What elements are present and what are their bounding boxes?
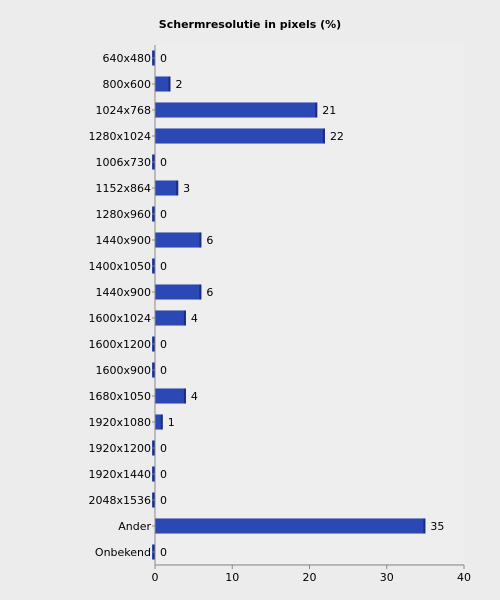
bar [155,232,202,248]
value-label: 0 [160,156,167,169]
category-label: 1400x1050 [89,260,152,273]
value-label: 1 [168,416,175,429]
bar [155,102,318,118]
value-label: 0 [160,494,167,507]
value-label: 6 [206,286,213,299]
grid-lines [155,45,464,565]
value-label: 0 [160,546,167,559]
bar-edge [168,76,171,92]
chart-title: Schermresolutie in pixels (%) [159,18,341,31]
bar-edge [199,284,202,300]
category-label: 1680x1050 [89,390,152,403]
bar-edge [183,388,186,404]
category-label: Onbekend [95,546,151,559]
bar [155,310,186,326]
value-label: 3 [183,182,190,195]
x-tick-labels: 0 10 20 30 40 [152,571,472,584]
x-tick-label: 40 [457,571,471,584]
plot-area [155,45,464,565]
value-label: 0 [160,208,167,221]
value-label: 0 [160,468,167,481]
category-label: 1920x1080 [89,416,152,429]
value-label: 22 [330,130,344,143]
category-label: 640x480 [102,52,151,65]
category-label: 1152x864 [96,182,152,195]
category-labels: 640x480 800x600 1024x768 1280x1024 1006x730 1… [89,52,152,559]
category-label: 1920x1440 [89,468,152,481]
value-label: 0 [160,260,167,273]
category-label: 800x600 [102,78,151,91]
category-label: 1600x1200 [89,338,152,351]
bar-edge [176,180,179,196]
category-label: 1280x960 [96,208,152,221]
bar-edge [183,310,186,326]
bar-edge [315,102,318,118]
bar [155,128,325,144]
category-label: 1440x900 [96,234,152,247]
value-label: 4 [191,312,198,325]
bar [155,388,186,404]
x-tick-label: 30 [380,571,394,584]
x-tick-label: 10 [225,571,239,584]
value-label: 0 [160,442,167,455]
category-label: 1920x1200 [89,442,152,455]
value-label: 6 [206,234,213,247]
x-tick-label: 20 [303,571,317,584]
category-label: 1006x730 [96,156,152,169]
bar-edge [322,128,325,144]
bar [155,518,426,534]
category-label: Ander [118,520,151,533]
category-label: 1600x1024 [89,312,152,325]
bar-edge [160,414,163,430]
value-label: 21 [322,104,336,117]
value-label: 0 [160,52,167,65]
value-label: 0 [160,338,167,351]
bar [155,284,202,300]
axes [152,45,465,569]
value-label: 35 [430,520,444,533]
category-label: 1024x768 [96,104,152,117]
category-label: 1280x1024 [89,130,152,143]
value-label: 2 [175,78,182,91]
category-label: 1440x900 [96,286,152,299]
x-tick-label: 0 [152,571,159,584]
value-label: 0 [160,364,167,377]
bar [155,76,171,92]
bar-edge [199,232,202,248]
category-label: 2048x1536 [89,494,152,507]
value-label: 4 [191,390,198,403]
bar [155,180,179,196]
bar-edge [423,518,426,534]
bar [155,414,163,430]
category-label: 1600x900 [96,364,152,377]
